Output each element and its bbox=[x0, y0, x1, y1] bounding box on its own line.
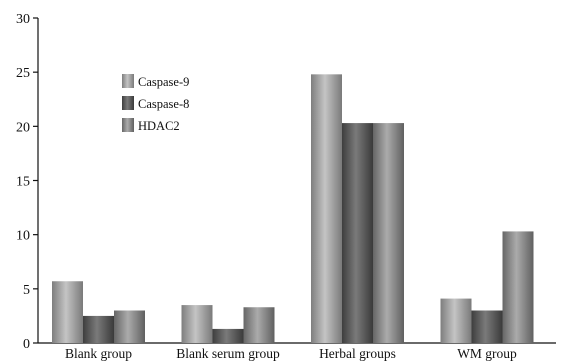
bar-hdac2-herbal-groups bbox=[373, 123, 404, 343]
legend-swatch bbox=[122, 74, 134, 88]
bar-hdac2-blank-serum-group bbox=[243, 307, 275, 343]
legend-label: Caspase-8 bbox=[138, 97, 189, 111]
bar-caspase-8-blank-serum-group bbox=[212, 328, 244, 343]
bar-hdac2-blank-group bbox=[114, 310, 145, 343]
legend-label: HDAC2 bbox=[138, 119, 180, 133]
legend-swatch bbox=[122, 96, 134, 110]
bar-caspase-8-herbal-groups bbox=[342, 123, 373, 343]
x-category-label: WM group bbox=[457, 346, 517, 361]
bars-layer bbox=[52, 74, 534, 343]
x-category-label: Blank group bbox=[65, 346, 132, 361]
y-tick-label: 10 bbox=[16, 229, 30, 244]
bar-caspase-9-wm-group bbox=[440, 298, 472, 343]
y-tick-label: 0 bbox=[23, 337, 30, 352]
axes: 0 5 10 15 20 25 30 Blank group Blank serum group… bbox=[16, 12, 556, 361]
bar-hdac2-wm-group bbox=[502, 231, 534, 343]
y-tick-label: 25 bbox=[16, 66, 30, 81]
y-tick-label: 20 bbox=[16, 120, 30, 135]
legend-swatch bbox=[122, 118, 134, 132]
bar-caspase-9-blank-group bbox=[52, 281, 83, 343]
bar-caspase-8-blank-group bbox=[83, 315, 114, 343]
x-category-label: Herbal groups bbox=[319, 346, 396, 361]
y-tick-label: 5 bbox=[23, 283, 30, 298]
x-category-label: Blank serum group bbox=[176, 346, 280, 361]
y-tick-label: 30 bbox=[16, 12, 30, 27]
y-tick-label: 15 bbox=[16, 175, 30, 190]
bar-caspase-8-wm-group bbox=[471, 310, 503, 343]
bar-caspase-9-herbal-groups bbox=[311, 74, 342, 343]
bar-caspase-9-blank-serum-group bbox=[181, 305, 213, 343]
legend-label: Caspase-9 bbox=[138, 75, 189, 89]
legend: Caspase-9 Caspase-8 HDAC2 bbox=[122, 74, 189, 133]
